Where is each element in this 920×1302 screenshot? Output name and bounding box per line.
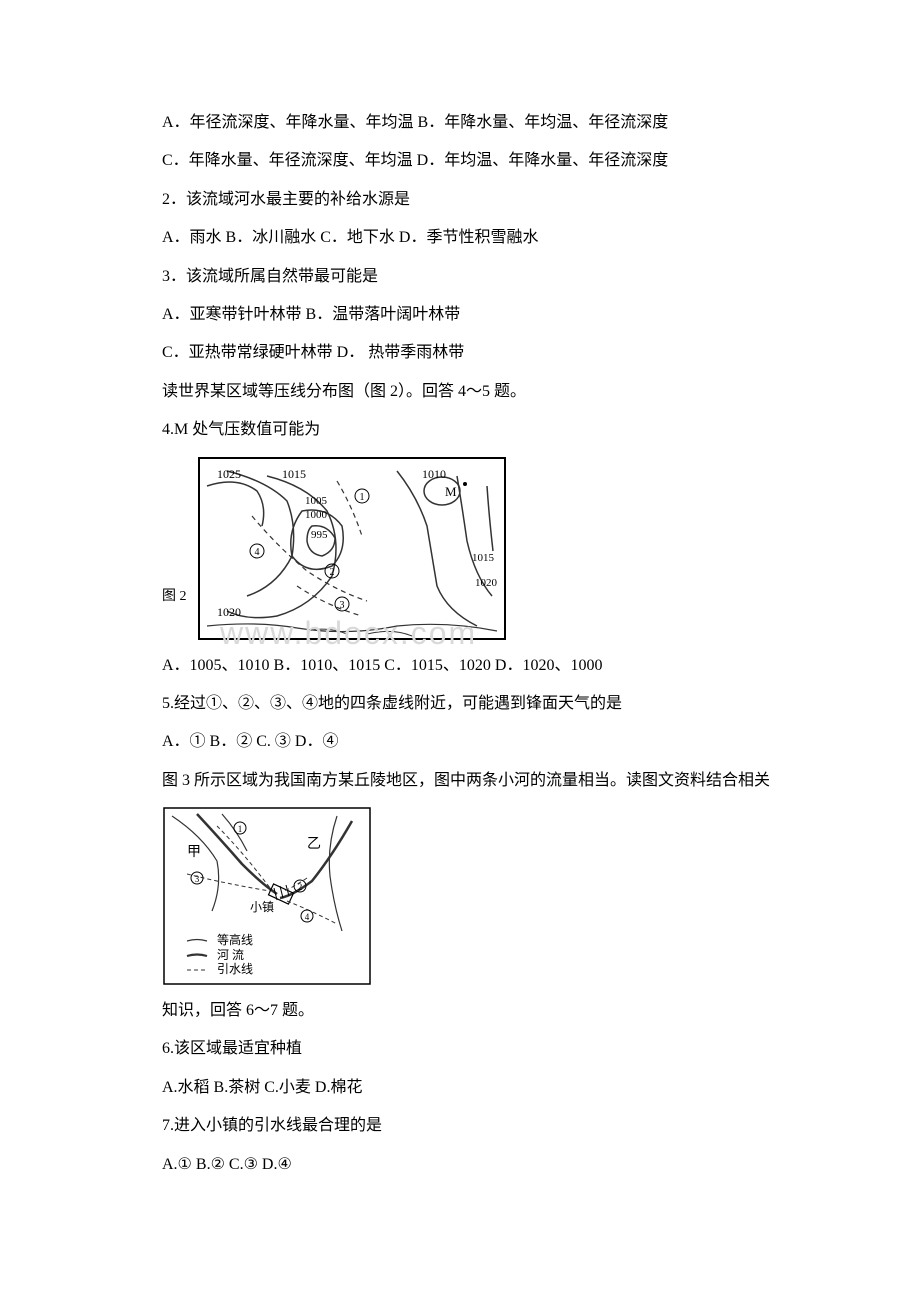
svg-text:2: 2 [329, 567, 334, 578]
svg-text:等高线: 等高线 [217, 932, 253, 947]
svg-text:1010: 1010 [422, 467, 446, 481]
q5-options: A．① B．② C. ③ D．④ [130, 727, 790, 757]
svg-text:1000: 1000 [305, 509, 328, 521]
svg-text:1: 1 [238, 824, 243, 834]
passage3-line1: 图 3 所示区域为我国南方某丘陵地区，图中两条小河的流量相当。读图文资料结合相关 [130, 766, 790, 796]
passage2-intro: 读世界某区域等压线分布图（图 2）。回答 4～5 题。 [130, 377, 790, 407]
svg-text:小镇: 小镇 [250, 900, 274, 914]
svg-text:1020: 1020 [475, 577, 498, 589]
q4-options: A．1005、1010 B．1010、1015 C．1015、1020 D．10… [130, 651, 790, 681]
svg-text:1005: 1005 [305, 495, 328, 507]
svg-text:M: M [445, 484, 457, 499]
svg-text:1015: 1015 [472, 552, 495, 564]
svg-text:1: 1 [359, 492, 364, 503]
q1-options-cd: C．年降水量、年径流深度、年均温 D．年均温、年降水量、年径流深度 [130, 146, 790, 176]
q7-options: A.① B.② C.③ D.④ [130, 1150, 790, 1180]
q2-stem: 2．该流域河水最主要的补给水源是 [130, 185, 790, 215]
svg-text:甲: 甲 [187, 845, 201, 860]
q7-stem: 7.进入小镇的引水线最合理的是 [130, 1111, 790, 1141]
q3-stem: 3．该流域所属自然带最可能是 [130, 262, 790, 292]
q1-options-ab: A．年径流深度、年降水量、年均温 B．年降水量、年均温、年径流深度 [130, 108, 790, 138]
q2-options: A．雨水 B．冰川融水 C．地下水 D．季节性积雪融水 [130, 223, 790, 253]
figure2-container: 图 2 1025 1015 1005 1000 995 1010 1015 10… [162, 456, 790, 641]
svg-text:河 流: 河 流 [217, 948, 244, 962]
q6-options: A.水稻 B.茶树 C.小麦 D.棉花 [130, 1073, 790, 1103]
passage3-line2: 知识，回答 6～7 题。 [130, 996, 790, 1026]
svg-text:3: 3 [195, 874, 200, 884]
q5-stem: 5.经过①、②、③、④地的四条虚线附近，可能遇到锋面天气的是 [130, 689, 790, 719]
q4-stem: 4.M 处气压数值可能为 [130, 415, 790, 445]
svg-text:995: 995 [311, 529, 328, 541]
svg-text:1015: 1015 [282, 467, 306, 481]
svg-text:4: 4 [305, 912, 310, 922]
q6-stem: 6.该区域最适宜种植 [130, 1034, 790, 1064]
svg-text:2: 2 [298, 882, 303, 892]
figure3-svg: 甲 乙 小镇 1 2 3 4 等高线 河 流 引水线 [162, 806, 372, 986]
svg-text:乙: 乙 [307, 836, 321, 852]
svg-text:1025: 1025 [217, 467, 241, 481]
svg-text:4: 4 [254, 547, 259, 558]
q3-options-ab: A．亚寒带针叶林带 B．温带落叶阔叶林带 [130, 300, 790, 330]
svg-text:1020: 1020 [217, 605, 241, 619]
svg-text:引水线: 引水线 [217, 962, 253, 976]
figure2-label: 图 2 [162, 584, 187, 641]
q3-options-cd: C．亚热带常绿硬叶林带 D． 热带季雨林带 [130, 338, 790, 368]
figure2-svg: 1025 1015 1005 1000 995 1010 1015 1020 1… [197, 456, 507, 641]
svg-text:3: 3 [339, 600, 344, 611]
figure3-container: 甲 乙 小镇 1 2 3 4 等高线 河 流 引水线 [162, 806, 790, 986]
